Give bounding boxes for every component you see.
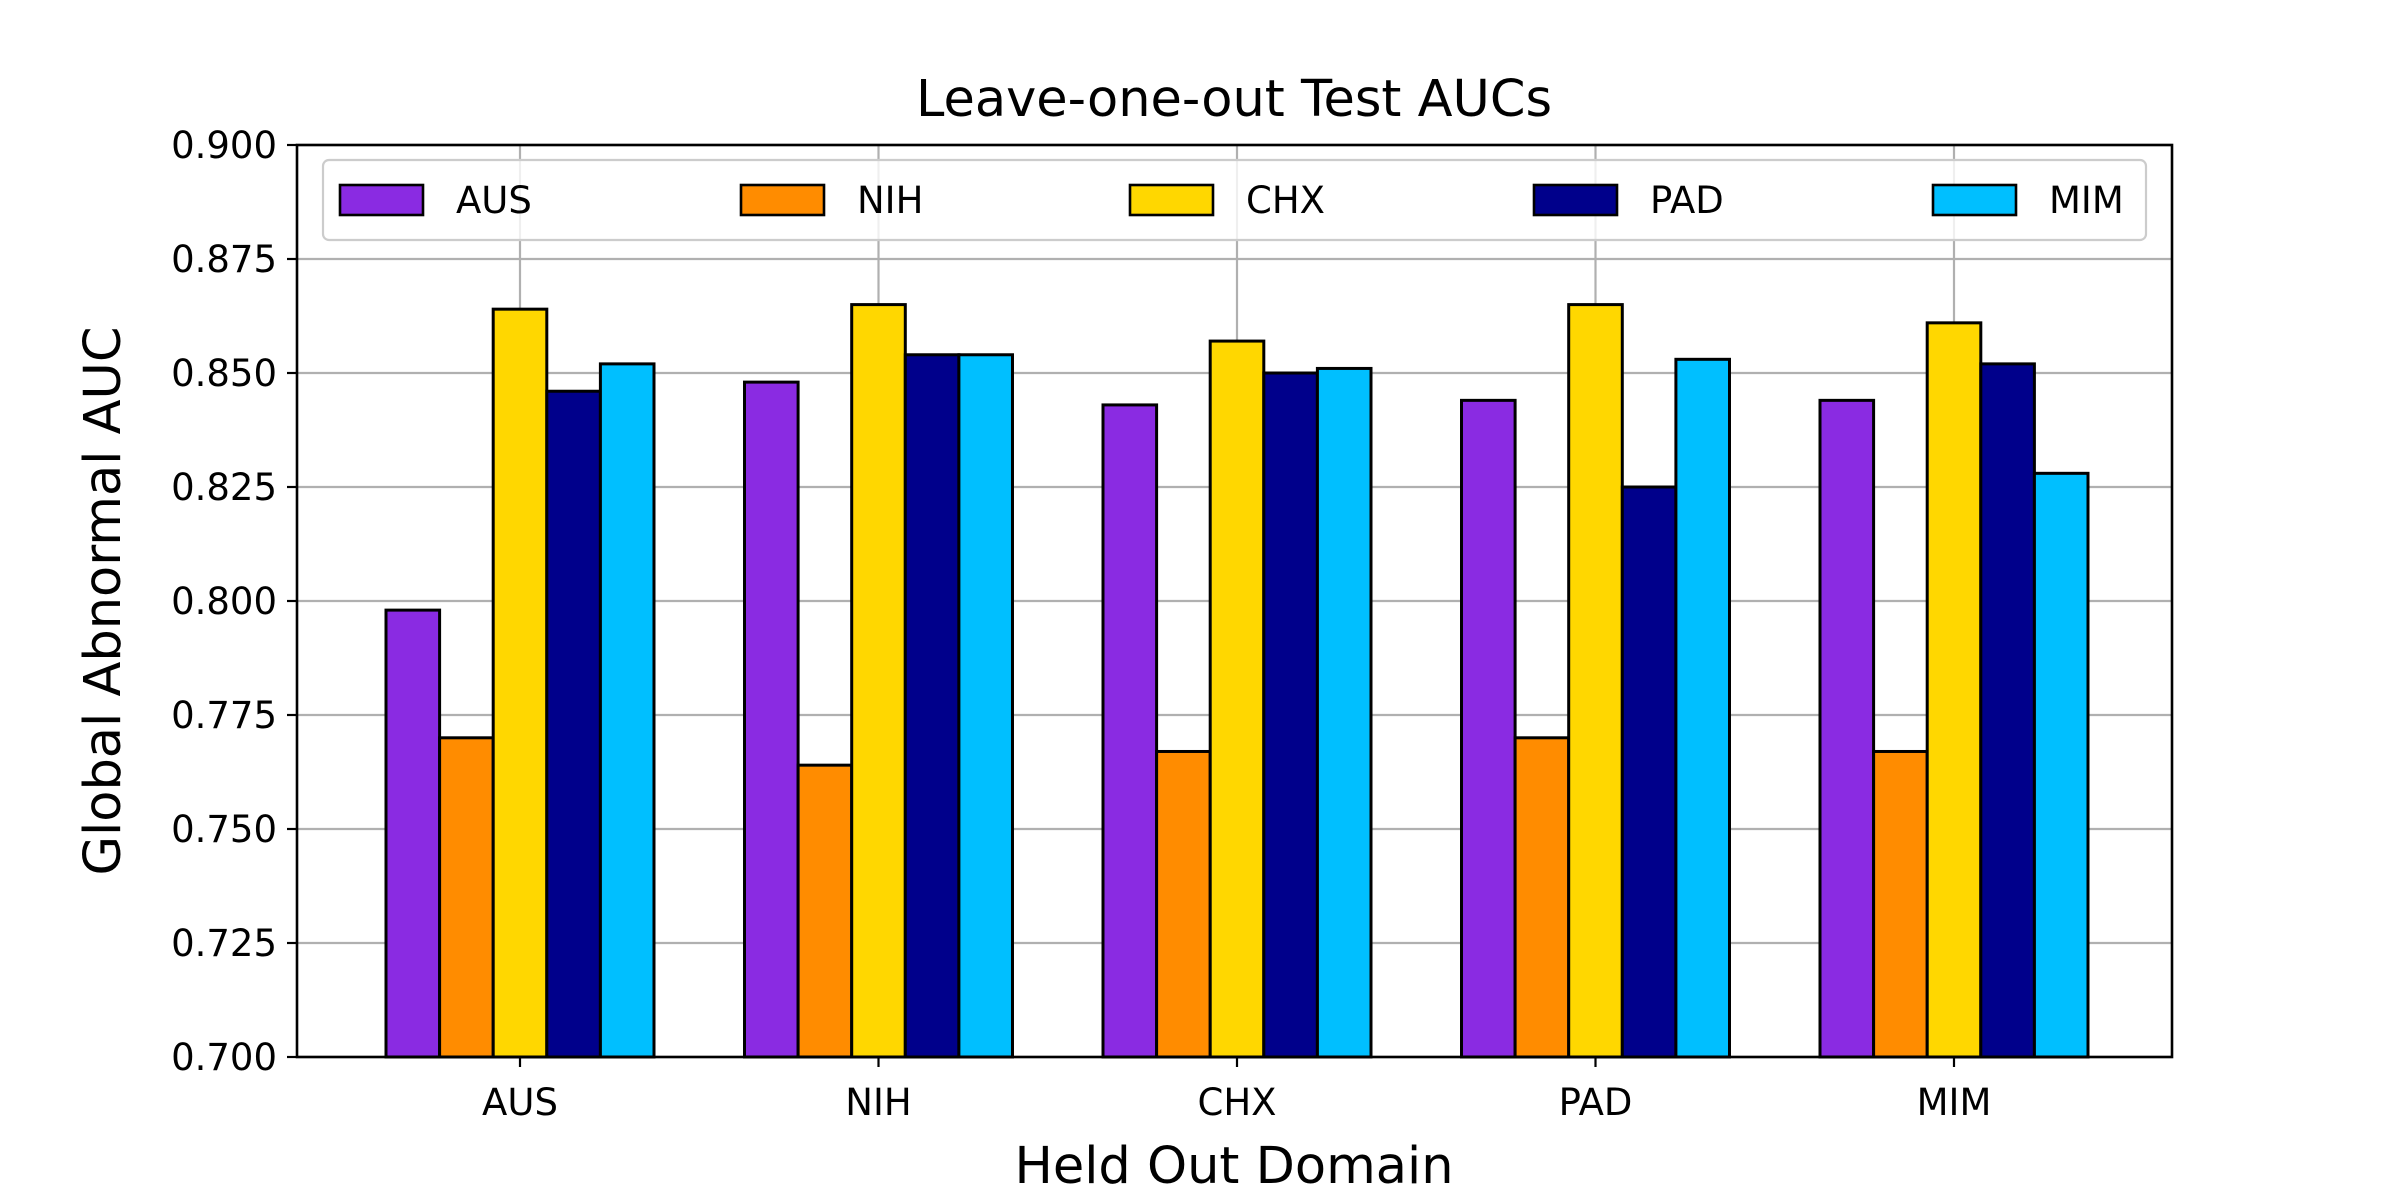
bar-aus-mim [1818,398,1876,1059]
legend: AUS NIH CHX PAD MIM [321,158,2148,242]
y-tick-label: 0.850 [171,352,277,395]
bar-mim-chx [1315,366,1373,1059]
bar-pad-pad [1620,485,1678,1059]
bar-pad-chx [1262,371,1319,1059]
bar-pad-mim [1979,362,2036,1059]
x-tick-label: MIM [1917,1081,1992,1124]
legend-item-pad: PAD [1532,179,1724,222]
y-tick-label: 0.875 [171,238,277,281]
legend-item-aus: AUS [338,179,532,222]
bars-layer [384,303,2090,1059]
chart-title: Leave-one-out Test AUCs [916,70,1552,129]
bar-mim-aus [598,362,656,1059]
legend-swatch [1532,183,1619,217]
legend-swatch [739,183,826,217]
bar-nih-mim [1872,749,1929,1059]
legend-item-nih: NIH [739,179,923,222]
bar-mim-pad [1674,357,1732,1059]
bar-nih-nih [796,763,854,1059]
bar-pad-aus [545,389,602,1059]
bar-chx-chx [1208,339,1266,1059]
legend-label: CHX [1246,179,1325,222]
bar-chx-mim [1925,321,1983,1059]
legend-swatch [1931,183,2018,217]
legend-label: MIM [2049,179,2124,222]
legend-swatch [338,183,425,217]
bar-nih-pad [1513,736,1571,1059]
y-axis: 0.700 0.725 0.750 0.775 0.800 0.825 0.850 0.875… [171,124,297,1079]
bar-pad-nih [903,353,961,1059]
legend-label: PAD [1650,179,1724,222]
bar-mim-nih [957,353,1015,1059]
bar-aus-pad [1460,398,1517,1059]
x-axis: AUS NIH CHX PAD MIM [482,1057,1991,1124]
x-axis-label: Held Out Domain [1014,1137,1453,1196]
bar-aus-chx [1101,403,1159,1059]
x-tick-label: CHX [1197,1081,1276,1124]
legend-label: NIH [857,179,923,222]
legend-label: AUS [456,179,532,222]
y-tick-label: 0.900 [171,124,277,167]
y-axis-label: Global Abnormal AUC [74,327,133,876]
legend-swatch [1128,183,1215,217]
bar-chx-aus [491,307,549,1059]
x-tick-label: NIH [845,1081,911,1124]
x-tick-label: PAD [1559,1081,1633,1124]
y-tick-label: 0.800 [171,580,277,623]
bar-nih-aus [438,736,495,1059]
y-tick-label: 0.725 [171,922,277,965]
bar-aus-nih [743,380,800,1059]
y-tick-label: 0.750 [171,808,277,851]
legend-item-mim: MIM [1931,179,2124,222]
y-tick-label: 0.700 [171,1036,277,1079]
bar-chx-pad [1567,303,1624,1059]
bar-nih-chx [1155,749,1212,1059]
y-tick-label: 0.825 [171,466,277,509]
legend-item-chx: CHX [1128,179,1325,222]
bar-mim-mim [2032,471,2090,1059]
legend-box [321,158,2148,242]
y-tick-label: 0.775 [171,694,277,737]
bar-aus-aus [384,608,442,1059]
bar-chx-nih [850,303,907,1059]
x-tick-label: AUS [482,1081,558,1124]
